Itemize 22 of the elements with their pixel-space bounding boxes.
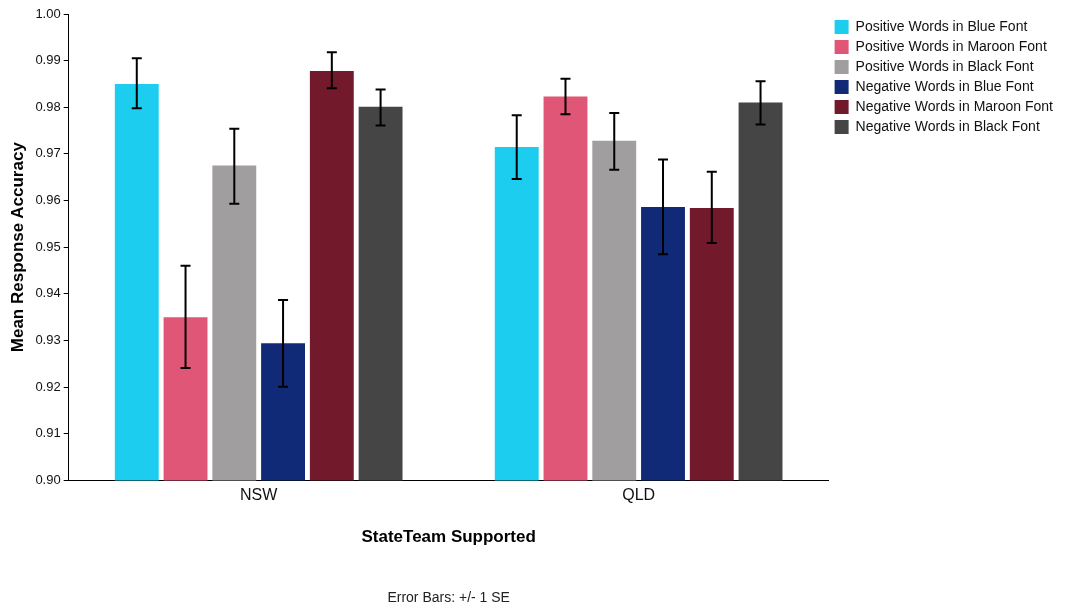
y-tick-label: 0.99 <box>35 52 61 68</box>
y-tick-label: 0.96 <box>35 192 61 208</box>
y-tick-label: 0.92 <box>35 378 61 394</box>
x-tick-label: QLD <box>622 486 656 504</box>
y-tick-label: 0.93 <box>35 332 61 348</box>
legend-label: Negative Words in Maroon Font <box>855 97 1054 114</box>
y-tick-label: 0.94 <box>35 285 61 301</box>
legend-label: Positive Words in Black Font <box>855 57 1034 74</box>
y-tick-label: 0.95 <box>35 238 61 254</box>
legend-label: Negative Words in Black Font <box>855 117 1040 134</box>
y-tick-label: 1.00 <box>35 5 61 21</box>
x-tick-label: NSW <box>240 486 279 504</box>
y-tick-label: 0.91 <box>35 425 61 441</box>
legend-label: Negative Words in Blue Font <box>855 77 1034 94</box>
legend-label: Positive Words in Maroon Font <box>855 37 1047 54</box>
legend-label: Positive Words in Blue Font <box>855 17 1028 34</box>
y-tick-label: 0.90 <box>35 471 61 487</box>
y-axis-title: Mean Response Accuracy <box>7 141 27 353</box>
x-axis-title: StateTeam Supported <box>361 527 536 547</box>
y-tick-label: 0.97 <box>35 145 61 161</box>
text: Error Bars: +/- 1 SE <box>387 588 510 605</box>
y-tick-label: 0.98 <box>35 98 61 114</box>
